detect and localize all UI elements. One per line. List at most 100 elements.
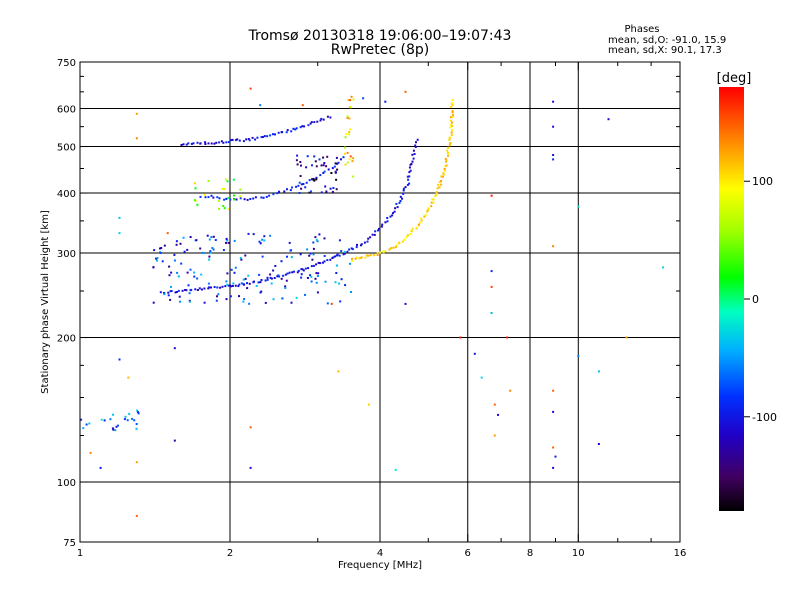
data-point xyxy=(269,134,272,137)
data-point xyxy=(445,159,448,162)
data-point xyxy=(300,187,303,190)
data-point xyxy=(552,389,555,392)
data-point xyxy=(216,295,218,298)
data-point xyxy=(427,207,430,210)
data-point xyxy=(136,409,139,412)
data-point xyxy=(410,229,413,232)
data-point xyxy=(451,124,453,127)
data-point xyxy=(259,242,262,245)
data-point xyxy=(552,100,555,103)
data-point xyxy=(88,422,91,425)
y-tick-label: 500 xyxy=(57,143,76,154)
data-point xyxy=(386,220,389,223)
data-point xyxy=(212,248,215,251)
data-point xyxy=(398,242,401,245)
data-point xyxy=(282,274,285,277)
data-point xyxy=(577,355,580,358)
data-point xyxy=(240,282,243,285)
data-point xyxy=(186,271,189,274)
data-point xyxy=(308,254,311,257)
data-point xyxy=(342,156,345,159)
chart-title-line1: Tromsø 20130318 19:06:00–19:07:43 xyxy=(248,28,512,44)
data-point xyxy=(292,127,295,130)
data-point xyxy=(349,155,352,158)
data-point xyxy=(393,210,396,213)
x-tick-label: 1 xyxy=(77,548,83,559)
data-point xyxy=(249,87,252,90)
data-point xyxy=(329,116,332,119)
data-point xyxy=(242,278,245,281)
data-point xyxy=(312,241,315,244)
data-point xyxy=(285,131,288,134)
data-point xyxy=(597,443,600,445)
data-point xyxy=(348,133,351,136)
data-point xyxy=(409,233,412,235)
data-point xyxy=(225,241,227,244)
data-point xyxy=(412,157,415,160)
data-point xyxy=(445,164,448,167)
data-point xyxy=(317,272,320,275)
data-point xyxy=(295,296,298,299)
data-point xyxy=(351,259,354,262)
data-point xyxy=(315,272,318,275)
data-point xyxy=(351,175,354,178)
data-point xyxy=(312,253,315,256)
chart-title-line2: RwPretec (8p) xyxy=(331,42,429,58)
data-point xyxy=(323,162,326,164)
data-point xyxy=(259,104,262,107)
data-point xyxy=(411,227,414,230)
data-point xyxy=(329,187,332,190)
data-point xyxy=(314,160,317,163)
data-point xyxy=(284,287,287,289)
data-point xyxy=(451,99,454,102)
data-point xyxy=(314,277,317,280)
data-point xyxy=(242,140,245,143)
data-point xyxy=(111,427,114,430)
data-point xyxy=(213,142,216,145)
data-point xyxy=(419,221,421,224)
data-point xyxy=(193,199,196,202)
colorbar-tick-label: 0 xyxy=(752,293,759,306)
data-point xyxy=(344,252,346,255)
data-point xyxy=(233,194,235,197)
data-point xyxy=(277,131,280,134)
data-point xyxy=(177,275,180,278)
data-point xyxy=(244,277,247,280)
data-point xyxy=(291,186,293,189)
data-point xyxy=(135,137,138,140)
data-point xyxy=(451,110,454,112)
data-point xyxy=(318,158,321,161)
phase-colorbar: [deg] 100 0 -100 xyxy=(717,71,777,511)
data-point xyxy=(445,160,447,163)
data-point xyxy=(180,262,183,265)
data-point xyxy=(226,239,229,242)
data-point xyxy=(408,171,411,174)
phase-stats-o: mean, sd,O: -91.0, 15.9 xyxy=(608,35,726,46)
data-point xyxy=(306,248,309,251)
data-point xyxy=(405,235,408,238)
data-point xyxy=(311,258,314,261)
data-point xyxy=(299,253,302,256)
data-point xyxy=(229,284,232,287)
data-point xyxy=(451,121,454,124)
data-point xyxy=(348,131,351,133)
data-point xyxy=(183,250,186,253)
data-point xyxy=(225,141,228,144)
data-point xyxy=(118,358,121,361)
data-point xyxy=(317,261,320,264)
data-point xyxy=(219,286,222,289)
data-point xyxy=(330,172,333,174)
data-point xyxy=(225,237,228,240)
data-point xyxy=(440,175,443,178)
data-point xyxy=(304,293,306,296)
data-point xyxy=(303,125,306,128)
data-point xyxy=(203,193,206,196)
data-point xyxy=(269,273,272,276)
data-point xyxy=(196,141,199,144)
data-point xyxy=(206,234,209,237)
data-point xyxy=(286,188,288,191)
data-point xyxy=(210,236,213,238)
data-point xyxy=(231,138,234,141)
colorbar-tick-label: -100 xyxy=(752,411,777,424)
data-point xyxy=(416,138,419,141)
